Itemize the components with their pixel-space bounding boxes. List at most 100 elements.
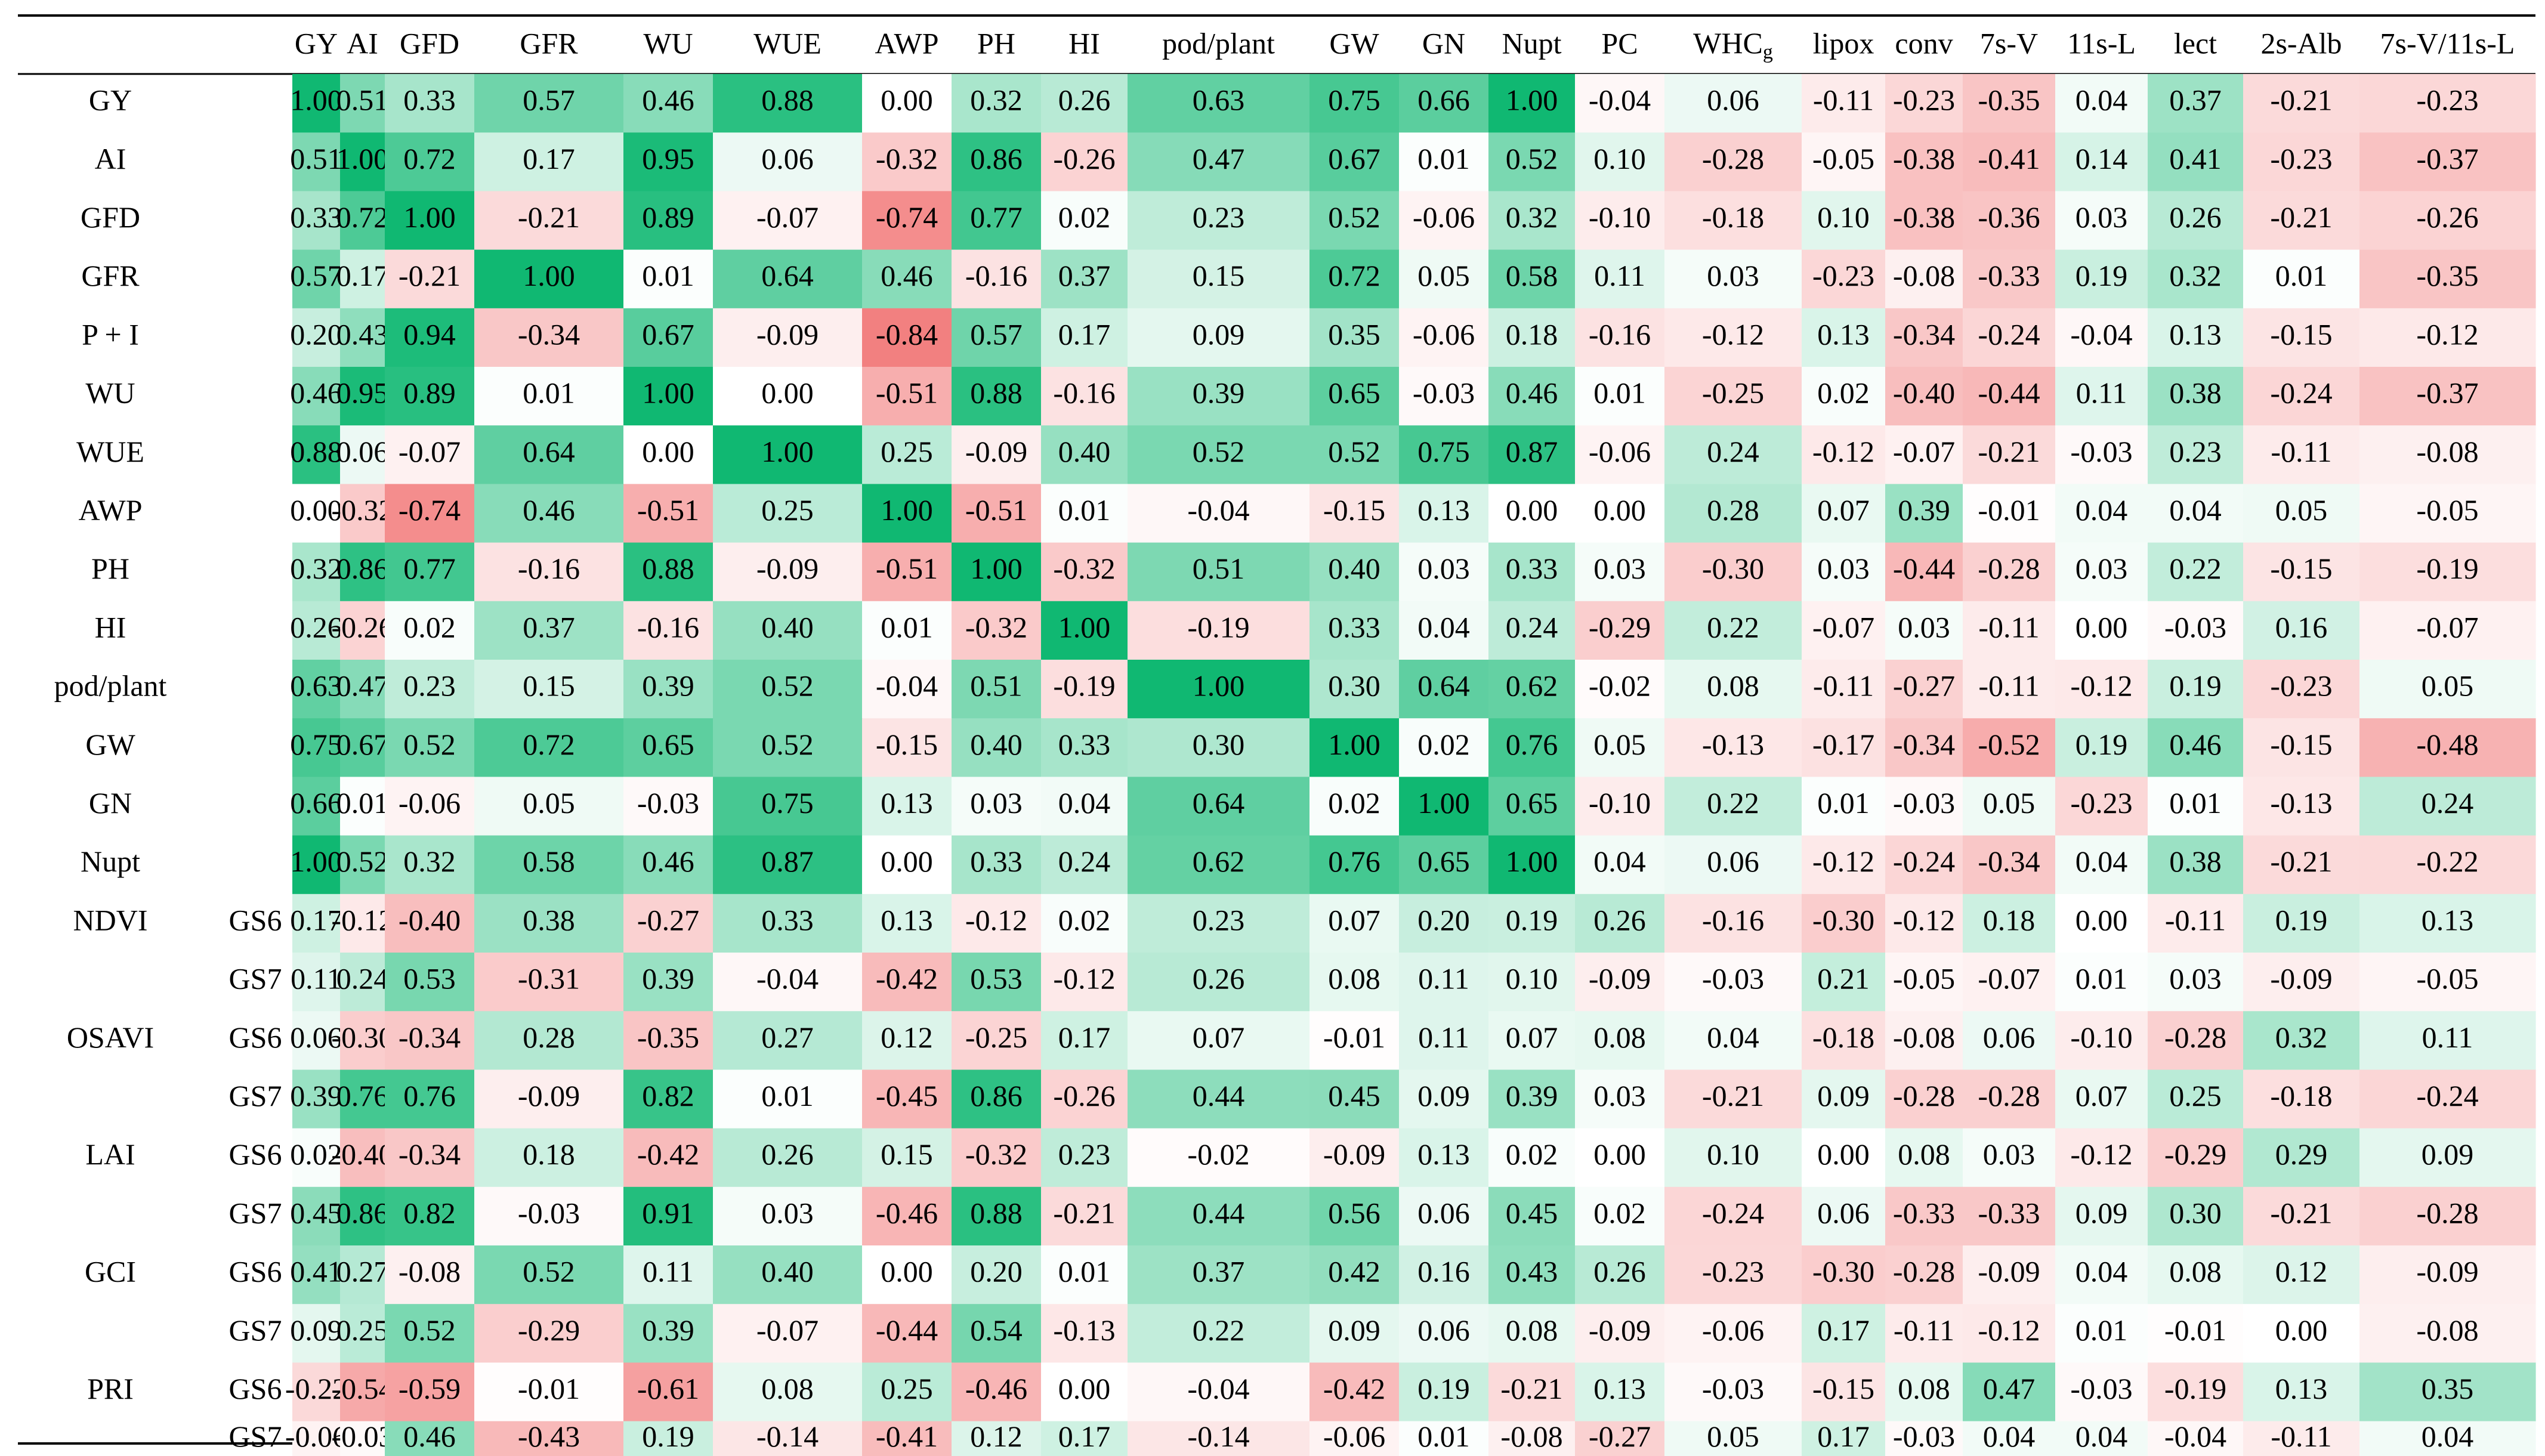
cell-16-9 (1128, 1011, 1310, 1070)
cell-value-8-19: 0.22 (2169, 552, 2222, 585)
cell-value-2-3: -0.21 (518, 200, 580, 234)
cell-18-12 (1488, 1128, 1576, 1188)
cell-5-18 (2055, 367, 2148, 426)
cell-4-12 (1488, 308, 1576, 367)
cell-19-19 (2148, 1186, 2244, 1246)
cell-value-14-8: 0.02 (1058, 903, 1111, 936)
cell-11-2 (385, 718, 475, 777)
cell-value-10-5: 0.52 (761, 669, 814, 703)
cell-value-3-11: 0.05 (1417, 259, 1470, 292)
cell-6-5 (713, 425, 863, 484)
cell-value-11-5: 0.52 (761, 728, 814, 761)
cell-22-14 (1664, 1362, 1802, 1422)
cell-22-3 (474, 1362, 624, 1422)
cell-value-12-3: 0.05 (523, 786, 575, 820)
cell-value-15-5: -0.04 (756, 962, 819, 996)
cell-23-9 (1128, 1421, 1310, 1456)
cell-19-5 (713, 1186, 863, 1246)
cell-15-9 (1128, 953, 1310, 1012)
cell-value-8-18: 0.03 (2075, 552, 2128, 585)
cell-8-5 (713, 542, 863, 602)
row-stage-19: GS7 (229, 1196, 282, 1229)
cell-value-16-4: -0.35 (637, 1021, 699, 1054)
cell-value-18-1: -0.40 (331, 1137, 393, 1171)
cell-18-19 (2148, 1128, 2244, 1188)
cell-value-18-11: 0.13 (1417, 1137, 1470, 1171)
cell-23-15 (1802, 1421, 1886, 1456)
cell-value-5-2: 0.89 (403, 376, 456, 410)
cell-value-10-14: 0.08 (1707, 669, 1759, 703)
cell-8-7 (952, 542, 1042, 602)
cell-value-17-15: 0.09 (1817, 1079, 1870, 1112)
cell-value-13-13: 0.04 (1593, 845, 1646, 878)
cell-value-10-1: 0.47 (336, 669, 389, 703)
cell-9-21 (2359, 601, 2536, 660)
cell-14-3 (474, 894, 624, 953)
cell-6-15 (1802, 425, 1886, 484)
cell-value-17-20: -0.18 (2270, 1079, 2332, 1112)
cell-1-4 (623, 132, 714, 191)
column-header-3: GFR (520, 26, 578, 60)
cell-value-9-17: -0.11 (1978, 610, 2039, 644)
row-label-2: GFD (81, 200, 140, 234)
cell-value-16-8: 0.17 (1058, 1021, 1111, 1054)
cell-2-19 (2148, 191, 2244, 251)
cell-value-1-8: -0.26 (1053, 142, 1115, 175)
cell-value-20-18: 0.04 (2075, 1255, 2128, 1288)
cell-value-16-11: 0.11 (1418, 1021, 1469, 1054)
cell-15-21 (2359, 953, 2536, 1012)
cell-value-15-3: -0.31 (518, 962, 580, 996)
cell-5-4 (623, 367, 714, 426)
cell-9-2 (385, 601, 475, 660)
cell-value-3-3: 1.00 (523, 259, 575, 292)
cell-4-15 (1802, 308, 1886, 367)
cell-1-8 (1041, 132, 1128, 191)
cell-23-12 (1488, 1421, 1576, 1456)
cell-18-16 (1885, 1128, 1963, 1188)
column-header-12: Nupt (1502, 26, 1562, 60)
cell-value-22-12: -0.21 (1500, 1372, 1562, 1405)
column-header-1: AI (347, 26, 378, 60)
cell-11-8 (1041, 718, 1128, 777)
cell-10-16 (1885, 660, 1963, 719)
cell-value-0-17: -0.35 (1978, 84, 2040, 117)
cell-value-10-11: 0.64 (1417, 669, 1470, 703)
cell-value-19-19: 0.30 (2169, 1196, 2222, 1229)
cell-17-21 (2359, 1069, 2536, 1129)
cell-value-7-6: 1.00 (881, 493, 933, 527)
cell-22-20 (2243, 1362, 2360, 1422)
column-header-17: 7s-V (1980, 26, 2038, 60)
cell-value-8-16: -0.44 (1893, 552, 1955, 585)
cell-value-12-4: -0.03 (637, 786, 699, 820)
cell-12-4 (623, 777, 714, 836)
cell-0-5 (713, 74, 863, 133)
cell-3-15 (1802, 249, 1886, 309)
column-header-16: conv (1895, 26, 1953, 60)
cell-14-8 (1041, 894, 1128, 953)
cell-value-4-12: 0.18 (1506, 317, 1558, 351)
cell-11-10 (1309, 718, 1400, 777)
cell-value-9-21: -0.07 (2416, 610, 2478, 644)
cell-23-11 (1399, 1421, 1489, 1456)
cell-value-6-19: 0.23 (2169, 435, 2222, 468)
cell-value-13-20: -0.21 (2270, 845, 2332, 878)
cell-8-20 (2243, 542, 2360, 602)
cell-value-15-7: 0.53 (970, 962, 1023, 996)
cell-17-6 (862, 1069, 952, 1129)
cell-3-13 (1575, 249, 1665, 309)
cell-12-17 (1963, 777, 2056, 836)
cell-value-8-9: 0.51 (1193, 552, 1245, 585)
cell-5-10 (1309, 367, 1400, 426)
cell-value-8-14: -0.30 (1702, 552, 1764, 585)
cell-value-22-11: 0.19 (1417, 1372, 1470, 1405)
cell-value-1-7: 0.86 (970, 142, 1023, 175)
cell-16-10 (1309, 1011, 1400, 1070)
cell-16-20 (2243, 1011, 2360, 1070)
cell-13-8 (1041, 835, 1128, 895)
cell-value-10-13: -0.02 (1589, 669, 1651, 703)
cell-18-20 (2243, 1128, 2360, 1188)
cell-5-1 (340, 367, 385, 426)
cell-value-0-15: -0.11 (1813, 84, 1874, 117)
row-label-18: LAI (85, 1137, 135, 1171)
cell-value-4-0: 0.20 (290, 317, 342, 351)
